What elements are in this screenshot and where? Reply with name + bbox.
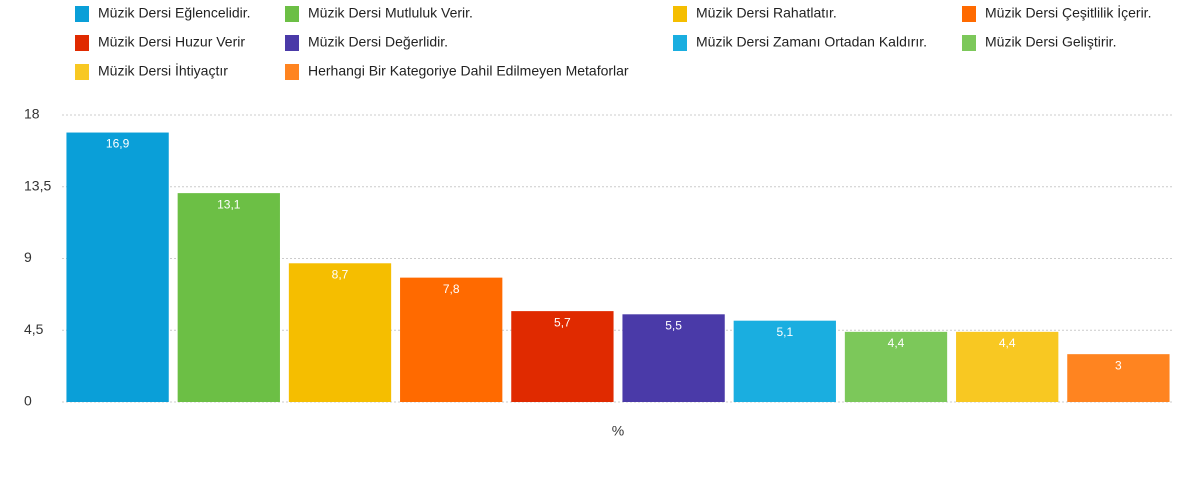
value-label: 13,1: [217, 197, 241, 211]
y-tick-label: 0: [24, 393, 32, 409]
bar: [844, 331, 948, 402]
legend-swatch: [673, 6, 687, 22]
value-label: 3: [1115, 358, 1122, 372]
legend-swatch: [75, 6, 89, 22]
legend-label: Müzik Dersi Mutluluk Verir.: [308, 5, 473, 21]
bar: [400, 277, 503, 402]
y-tick-label: 9: [24, 249, 32, 265]
bar: [733, 320, 836, 402]
bar: [288, 263, 392, 402]
value-label: 5,7: [554, 315, 571, 329]
x-axis-label: %: [612, 423, 624, 439]
legend-swatch: [285, 64, 299, 80]
legend-swatch: [285, 6, 299, 22]
legend-swatch: [285, 35, 299, 51]
value-label: 16,9: [106, 137, 130, 151]
value-label: 5,5: [665, 318, 682, 332]
bar: [622, 314, 725, 402]
legend-label: Müzik Dersi Değerlidir.: [308, 34, 448, 50]
legend-swatch: [962, 35, 976, 51]
legend-label: Müzik Dersi Huzur Verir: [98, 34, 245, 50]
legend-swatch: [75, 35, 89, 51]
legend-swatch: [673, 35, 687, 51]
bar: [1067, 354, 1170, 402]
legend-label: Müzik Dersi Rahatlatır.: [696, 5, 837, 21]
legend-label: Herhangi Bir Kategoriye Dahil Edilmeyen …: [308, 63, 629, 79]
value-label: 4,4: [999, 336, 1016, 350]
bar: [956, 331, 1059, 402]
value-label: 4,4: [888, 336, 905, 350]
legend-swatch: [75, 64, 89, 80]
legend-label: Müzik Dersi İhtiyaçtır: [98, 62, 228, 79]
bar: [511, 311, 614, 402]
legend-swatch: [962, 6, 976, 22]
bar: [66, 132, 169, 403]
value-label: 7,8: [443, 282, 460, 296]
value-label: 5,1: [776, 325, 793, 339]
y-tick-label: 4,5: [24, 321, 44, 337]
y-tick-label: 13,5: [24, 177, 51, 193]
legend-label: Müzik Dersi Eğlencelidir.: [98, 5, 251, 21]
bar: [177, 193, 280, 402]
legend-label: Müzik Dersi Çeşitlilik İçerir.: [985, 4, 1151, 21]
value-label: 8,7: [332, 267, 349, 281]
legend-label: Müzik Dersi Geliştirir.: [985, 34, 1116, 50]
y-tick-label: 18: [24, 106, 40, 122]
legend-label: Müzik Dersi Zamanı Ortadan Kaldırır.: [696, 34, 927, 50]
